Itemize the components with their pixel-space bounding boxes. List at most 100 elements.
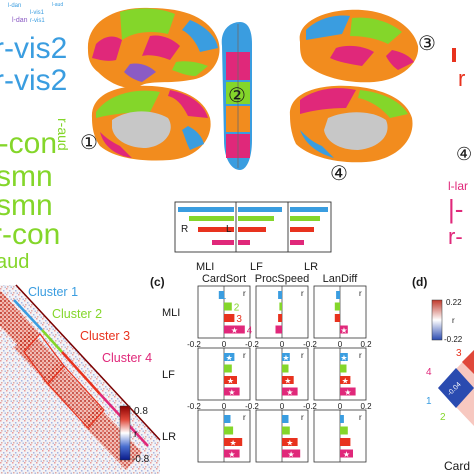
panel-c-star: ★ xyxy=(226,354,233,363)
inset-legend: R L MLI LF LR xyxy=(174,201,332,273)
right-red-bar xyxy=(452,48,456,62)
panel-c-r-label: r xyxy=(243,351,246,360)
panel-c-bar xyxy=(282,415,289,423)
panel-c-bar xyxy=(224,376,237,384)
word-small: l-vis1 xyxy=(30,10,45,16)
panel-d-scale-top: 0.22 xyxy=(446,298,462,307)
panel-c-bar xyxy=(340,325,348,334)
panel-c-cluster-number: 4 xyxy=(247,326,253,337)
panel-c-r-label: r xyxy=(359,413,362,422)
panel-c-star: ★ xyxy=(342,377,349,386)
panel-c-r-label: r xyxy=(359,351,362,360)
right-text-r: r- xyxy=(448,224,463,249)
panel-c-bar xyxy=(336,291,340,299)
panel-c-r-label: r xyxy=(301,289,304,298)
panel-c-bar xyxy=(340,426,348,435)
panel-c-bar xyxy=(282,376,294,384)
right-text-lar: l-lar xyxy=(448,179,468,193)
panel-c-bar xyxy=(278,291,282,299)
right-marker-4: ④ xyxy=(456,144,472,165)
panel-c-bar xyxy=(224,438,243,446)
panel-c-bar xyxy=(334,314,340,322)
cluster-3-label: Cluster 3 xyxy=(80,329,130,343)
panel-c-bar xyxy=(282,449,301,458)
panel-c-star: ★ xyxy=(228,450,235,459)
panel-c-star: ★ xyxy=(228,388,235,397)
panel-c-bar xyxy=(282,364,289,373)
panel-c-tick: 0 xyxy=(222,340,227,349)
panel-c-tick: -0.2 xyxy=(245,340,259,349)
panel-c-bar xyxy=(340,449,353,458)
panel-c-bar xyxy=(224,426,234,435)
panel-d-triangle: -0.04 3 4 1 2 xyxy=(426,348,474,426)
panel-d-label-4: 4 xyxy=(426,367,432,378)
panel-c-star: ★ xyxy=(282,354,289,363)
panel-d-colorbar: 0.22 r -0.22 xyxy=(431,298,463,344)
word-big: aud xyxy=(0,251,29,273)
panel-c-bar xyxy=(224,387,240,396)
panel-c-r-label: r xyxy=(301,351,304,360)
word-big: r-vis2 xyxy=(0,32,67,65)
panel-c-bar xyxy=(340,387,356,396)
colorbar-top: 0.8 xyxy=(134,406,148,417)
panel-c-bar xyxy=(278,314,282,322)
panel-c-bar xyxy=(340,353,348,361)
word-small: l-aud xyxy=(52,2,63,8)
brain-lateral-left xyxy=(87,7,220,88)
panel-c-star: ★ xyxy=(230,439,237,448)
panel-c-tick: 0 xyxy=(338,340,343,349)
panel-c-column-header: LanDiff xyxy=(323,273,359,285)
panel-d-scale-bottom: -0.22 xyxy=(444,335,463,344)
panel-c-column-header: CardSort xyxy=(202,273,246,285)
brain-marker-2: ② xyxy=(228,83,246,107)
panel-c-star: ★ xyxy=(340,354,347,363)
panel-c-star: ★ xyxy=(288,450,295,459)
panel-c-r-label: r xyxy=(243,289,246,298)
panel-c-bar xyxy=(340,376,351,384)
word-big: smn xyxy=(0,160,53,193)
panel-c-bar xyxy=(279,302,282,311)
panel-c-tick: 0 xyxy=(280,340,285,349)
panel-c-bar xyxy=(224,302,232,311)
cluster-1-label: Cluster 1 xyxy=(28,285,78,299)
panel-c-star: ★ xyxy=(343,450,350,459)
panel-c-tick: 0 xyxy=(222,402,227,411)
panel-c-cluster-number: 2 xyxy=(234,303,240,314)
brain-lateral-right xyxy=(299,9,419,83)
panel-c-star: ★ xyxy=(340,326,347,335)
matrix-colorbar: 0.8 r -0.8 xyxy=(119,405,150,465)
panel-c-star: ★ xyxy=(227,377,234,386)
panel-c-bar xyxy=(334,302,340,311)
brain-medial-right xyxy=(289,85,413,163)
word-small: l-dan xyxy=(12,17,28,24)
inset-label-l: L xyxy=(226,224,232,235)
panel-c-star: ★ xyxy=(286,439,293,448)
panel-c-tick: -0.2 xyxy=(187,402,201,411)
panel-c-r-label: r xyxy=(301,413,304,422)
panel-c-tick: 0 xyxy=(338,402,343,411)
panel-c-r-label: r xyxy=(243,413,246,422)
panel-c-bar xyxy=(340,438,351,446)
panel-c-bar xyxy=(275,325,282,334)
panel-d-footer: Card xyxy=(444,459,470,473)
panel-c-bar xyxy=(224,314,235,322)
cluster-2-label: Cluster 2 xyxy=(52,307,102,321)
panel-c-star: ★ xyxy=(231,326,238,335)
right-red-text: r xyxy=(458,66,465,91)
colorbar-mid: r xyxy=(134,429,138,440)
panel-c-bar xyxy=(224,449,240,458)
panel-c-bar xyxy=(224,353,235,361)
brain-marker-4: ④ xyxy=(330,161,348,185)
panel-d-tag: (d) xyxy=(412,275,427,289)
word-big: l-con xyxy=(0,127,57,160)
panel-c-tick: 0.2 xyxy=(360,340,372,349)
colorbar-bottom: -0.8 xyxy=(132,454,150,465)
panel-c-cluster-number: 1 xyxy=(221,291,227,302)
inset-x-label: LR xyxy=(304,261,318,273)
panel-c-tick: 0.2 xyxy=(360,402,372,411)
right-text-l: |- xyxy=(448,194,463,224)
word-cloud: l-dan l-vis1 r-vis1 l-dan l-aud r-vis2 r… xyxy=(0,2,71,273)
panel-c-star: ★ xyxy=(284,377,291,386)
